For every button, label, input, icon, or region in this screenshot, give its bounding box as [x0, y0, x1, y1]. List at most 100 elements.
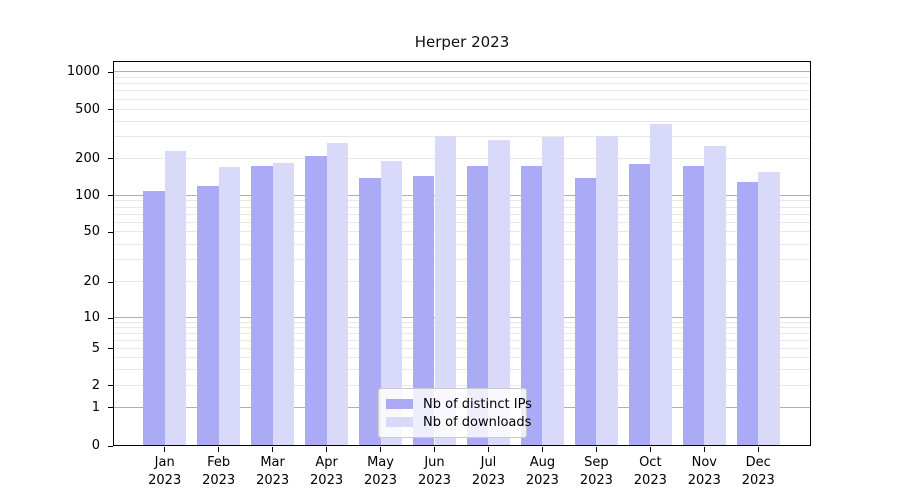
- bar-distinct-ips: [143, 190, 165, 446]
- minor-gridline: [113, 83, 811, 85]
- y-tick-mark: [108, 281, 113, 283]
- bar-distinct-ips: [304, 156, 327, 446]
- legend-item-downloads: Nb of downloads: [379, 413, 531, 431]
- y-tick-mark: [108, 195, 113, 197]
- y-tick-label: 5: [91, 340, 100, 356]
- major-gridline: [113, 71, 811, 73]
- y-tick-label: 1000: [66, 64, 100, 80]
- legend: Nb of distinct IPs Nb of downloads: [378, 388, 532, 438]
- bar-distinct-ips: [251, 165, 273, 446]
- bar-downloads: [434, 136, 457, 446]
- x-tick-mark: [164, 447, 166, 452]
- y-tick-label: 1: [91, 399, 100, 415]
- legend-label-downloads: Nb of downloads: [423, 414, 532, 430]
- minor-gridline: [113, 98, 811, 100]
- bar-downloads: [380, 161, 403, 446]
- y-tick-label: 0: [91, 438, 100, 453]
- minor-gridline: [113, 384, 811, 386]
- bar-distinct-ips: [628, 164, 651, 446]
- bar-downloads: [596, 136, 618, 446]
- x-tick-label: Apr 2023: [310, 455, 344, 488]
- x-tick-mark: [541, 447, 543, 452]
- y-tick-label: 200: [75, 150, 100, 166]
- y-axis: 0 1 2 5 10 20 50 100 200 500 1000: [0, 61, 113, 453]
- minor-gridline: [113, 108, 811, 110]
- y-tick-mark: [108, 445, 113, 447]
- y-tick-label: 50: [83, 224, 100, 240]
- bar-downloads: [758, 172, 780, 446]
- bar-downloads: [326, 142, 349, 446]
- minor-gridline: [113, 259, 811, 261]
- bar-downloads: [488, 139, 511, 446]
- minor-gridline: [113, 76, 811, 78]
- y-tick-label: 20: [83, 274, 100, 290]
- y-tick-mark: [108, 71, 113, 73]
- x-tick-mark: [595, 447, 597, 452]
- x-tick-mark: [218, 447, 220, 452]
- legend-swatch-distinct-ips-icon: [386, 399, 413, 409]
- minor-gridline: [113, 135, 811, 137]
- plot-area: [113, 61, 811, 446]
- bar-distinct-ips: [520, 165, 543, 446]
- minor-gridline: [113, 333, 811, 335]
- x-tick-mark: [649, 447, 651, 452]
- x-tick-label: Aug 2023: [525, 455, 559, 488]
- x-tick-label: Feb 2023: [202, 455, 236, 488]
- bar-distinct-ips: [682, 165, 705, 446]
- y-tick-label: 100: [75, 187, 100, 203]
- major-gridline: [113, 317, 811, 319]
- y-tick-label: 10: [83, 310, 100, 326]
- x-tick-label: Sep 2023: [579, 455, 613, 488]
- x-tick-label: Dec 2023: [741, 455, 775, 488]
- legend-label-distinct-ips: Nb of distinct IPs: [423, 396, 532, 412]
- minor-gridline: [113, 327, 811, 329]
- minor-gridline: [113, 213, 811, 215]
- bar-downloads: [272, 162, 295, 446]
- x-tick-label: Nov 2023: [687, 455, 721, 488]
- minor-gridline: [113, 221, 811, 223]
- chart-title: Herper 2023: [414, 33, 510, 51]
- minor-gridline: [113, 321, 811, 323]
- x-tick-mark: [326, 447, 328, 452]
- bar-distinct-ips: [197, 185, 219, 446]
- major-gridline: [113, 194, 811, 196]
- legend-swatch-downloads-icon: [386, 417, 413, 427]
- bar-distinct-ips: [412, 175, 435, 446]
- x-tick-label: Jul 2023: [471, 455, 505, 488]
- y-tick-label: 2: [91, 377, 100, 393]
- bar-distinct-ips: [736, 181, 759, 446]
- minor-gridline: [113, 368, 811, 370]
- y-tick-mark: [108, 158, 113, 160]
- x-tick-label: Mar 2023: [256, 455, 290, 488]
- bar-distinct-ips: [358, 177, 381, 446]
- minor-gridline: [113, 339, 811, 341]
- x-tick-mark: [703, 447, 705, 452]
- minor-gridline: [113, 347, 811, 349]
- minor-gridline: [113, 231, 811, 233]
- bar-downloads: [164, 151, 187, 446]
- minor-gridline: [113, 200, 811, 202]
- x-tick-mark: [380, 447, 382, 452]
- y-tick-mark: [108, 231, 113, 233]
- bar-downloads: [650, 124, 672, 446]
- bar-downloads: [218, 167, 241, 446]
- y-tick-mark: [108, 109, 113, 111]
- bar-downloads: [704, 145, 726, 446]
- minor-gridline: [113, 243, 811, 245]
- minor-gridline: [113, 157, 811, 159]
- bar-distinct-ips: [466, 165, 489, 446]
- x-tick-label: Jan 2023: [148, 455, 182, 488]
- bar-downloads: [542, 136, 564, 446]
- minor-gridline: [113, 90, 811, 92]
- bar-distinct-ips: [574, 177, 597, 446]
- minor-gridline: [113, 120, 811, 122]
- y-tick-mark: [108, 407, 113, 409]
- y-tick-mark: [108, 317, 113, 319]
- x-tick-label: Jun 2023: [417, 455, 452, 488]
- x-tick-mark: [487, 447, 489, 452]
- legend-item-distinct-ips: Nb of distinct IPs: [379, 395, 532, 413]
- minor-gridline: [113, 206, 811, 208]
- x-tick-mark: [434, 447, 435, 452]
- x-tick-mark: [272, 447, 274, 452]
- y-tick-mark: [108, 348, 113, 350]
